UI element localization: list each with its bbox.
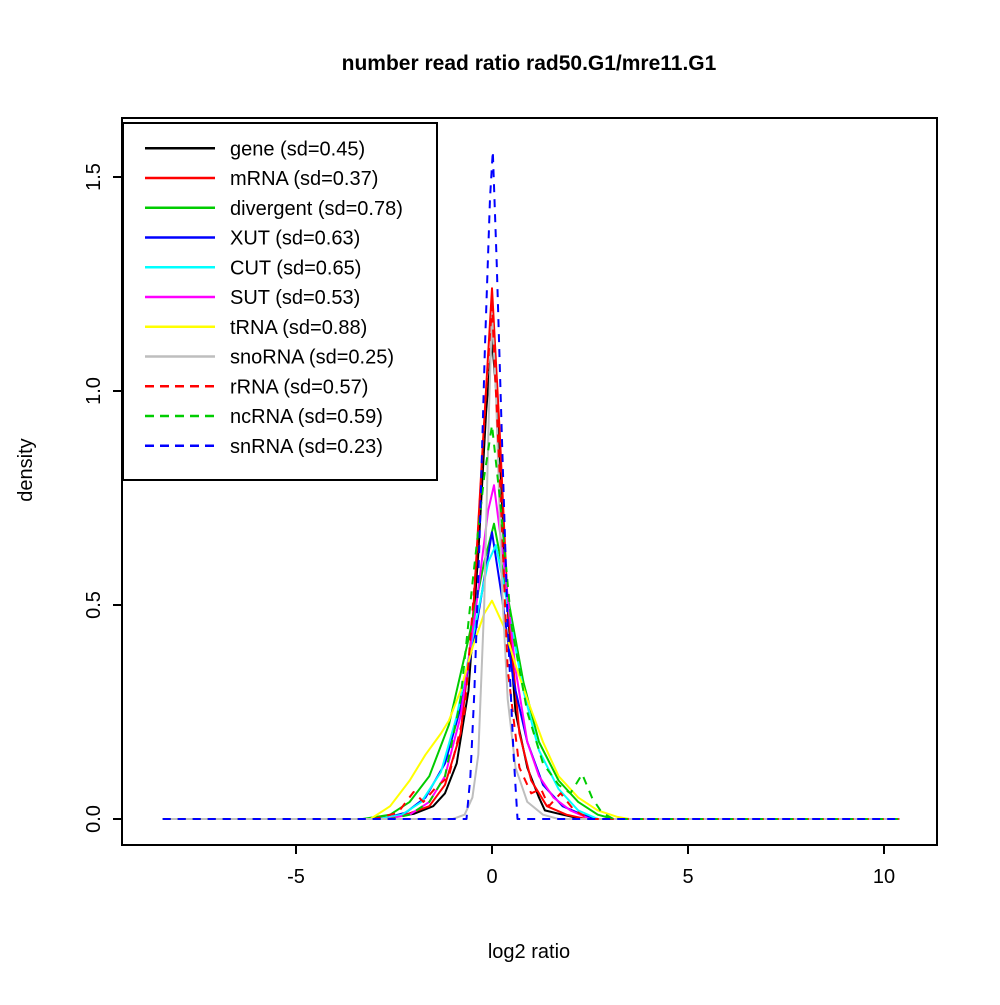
- chart-title: number read ratio rad50.G1/mre11.G1: [342, 52, 717, 75]
- density-curve-ncRNA: [162, 424, 900, 820]
- density-curve-mRNA: [162, 287, 900, 820]
- legend-label-ncRNA: ncRNA (sd=0.59): [230, 406, 383, 428]
- x-tick-label: 5: [682, 866, 693, 888]
- legend-label-tRNA: tRNA (sd=0.88): [230, 317, 367, 339]
- plot-box: [121, 117, 938, 846]
- legend-label-CUT: CUT (sd=0.65): [230, 257, 361, 279]
- x-axis-label: log2 ratio: [488, 941, 570, 963]
- legend-label-SUT: SUT (sd=0.53): [230, 287, 360, 309]
- legend-label-mRNA: mRNA (sd=0.37): [230, 168, 378, 190]
- legend-label-snRNA: snRNA (sd=0.23): [230, 436, 383, 458]
- y-tick-label: 0.5: [83, 591, 105, 619]
- y-tick-label: 0.0: [83, 805, 105, 833]
- legend-label-rRNA: rRNA (sd=0.57): [230, 376, 368, 398]
- y-axis-label: density: [15, 438, 37, 501]
- legend-label-gene: gene (sd=0.45): [230, 138, 365, 160]
- density-curve-rRNA: [162, 304, 900, 820]
- legend: gene (sd=0.45) mRNA (sd=0.37) divergent (s…: [122, 122, 438, 481]
- density-curve-divergent: [162, 522, 900, 820]
- y-tick-label: 1.5: [83, 163, 105, 191]
- x-tick-label: 10: [873, 866, 895, 888]
- legend-label-XUT: XUT (sd=0.63): [230, 228, 360, 250]
- x-tick-label: -5: [287, 866, 305, 888]
- legend-box: [122, 122, 438, 481]
- density-curve-CUT: [162, 544, 900, 820]
- data-curves: [162, 150, 900, 820]
- legend-label-divergent: divergent (sd=0.78): [230, 198, 403, 220]
- density-curve-tRNA: [162, 599, 900, 820]
- y-tick-label: 1.0: [83, 377, 105, 405]
- density-curve-snRNA: [162, 150, 900, 820]
- density-curve-SUT: [162, 484, 900, 820]
- legend-label-snoRNA: snoRNA (sd=0.25): [230, 347, 394, 369]
- axis-ticks: -5 0 5 10 0.0 0.5 1.0 1.5: [83, 163, 895, 888]
- x-tick-label: 0: [486, 866, 497, 888]
